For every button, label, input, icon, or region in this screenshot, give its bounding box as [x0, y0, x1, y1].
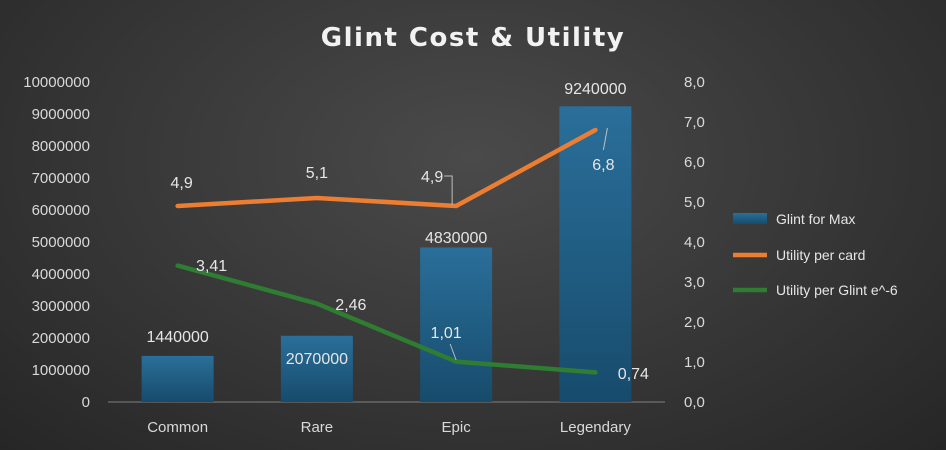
y2-tick-label: 8,0: [684, 74, 705, 91]
y2-tick-label: 6,0: [684, 154, 705, 171]
x-tick-label: Rare: [301, 419, 334, 436]
y-tick-label: 1000000: [32, 362, 90, 379]
line-data-label: 1,01: [431, 325, 462, 342]
y-tick-label: 9000000: [32, 106, 90, 123]
y-tick-label: 2000000: [32, 330, 90, 347]
leader-line: [602, 127, 608, 151]
line-data-label: 2,46: [335, 297, 366, 314]
legend-label: Utility per card: [776, 247, 865, 263]
bar: [141, 355, 214, 402]
data-labels: 1440000 2070000 4830000 9240000 4,9 5,1 4,9 6,8…: [146, 81, 649, 383]
y-tick-label: 3000000: [32, 298, 90, 315]
bar: [280, 335, 353, 402]
chart-title: Glint Cost & Utility: [321, 23, 625, 53]
line-data-label: 5,1: [306, 165, 328, 182]
legend-label: Glint for Max: [776, 211, 855, 227]
y-tick-label: 6000000: [32, 202, 90, 219]
y2-tick-label: 5,0: [684, 194, 705, 211]
legend: Glint for Max Utility per card Utility per…: [733, 211, 898, 298]
bar: [559, 106, 632, 402]
line-path: [175, 127, 598, 209]
leader-line: [444, 175, 453, 205]
x-tick-label: Legendary: [560, 419, 631, 436]
line-data-label: 3,41: [196, 258, 227, 275]
secondary-y-axis: 0,0 1,0 2,0 3,0 4,0 5,0 6,0 7,0 8,0: [684, 74, 705, 411]
y-tick-label: 0: [82, 394, 90, 411]
y2-tick-label: 2,0: [684, 314, 705, 331]
line-data-label: 4,9: [421, 169, 443, 186]
line-data-label: 6,8: [592, 157, 614, 174]
bar: [420, 247, 493, 402]
bar-data-label: 1440000: [146, 329, 208, 346]
line-series: [175, 127, 598, 375]
line-data-label: 4,9: [171, 175, 193, 192]
y2-tick-label: 7,0: [684, 114, 705, 131]
y-tick-label: 5000000: [32, 234, 90, 251]
y2-tick-label: 3,0: [684, 274, 705, 291]
y-tick-label: 7000000: [32, 170, 90, 187]
bar-data-label: 4830000: [425, 230, 487, 247]
legend-swatch: [733, 213, 767, 224]
line-data-label: 0,74: [618, 366, 649, 383]
y2-tick-label: 4,0: [684, 234, 705, 251]
x-axis: Common Rare Epic Legendary: [108, 401, 665, 436]
line-path: [175, 263, 598, 375]
bar-data-label: 9240000: [564, 81, 626, 98]
primary-y-axis: 0 1000000 2000000 3000000 4000000 5000000 6000…: [23, 74, 90, 411]
y-tick-label: 10000000: [23, 74, 90, 91]
leader-line: [449, 343, 457, 361]
y2-tick-label: 0,0: [684, 394, 705, 411]
y2-tick-label: 1,0: [684, 354, 705, 371]
bar-data-label: 2070000: [286, 351, 348, 368]
legend-label: Utility per Glint e^-6: [776, 282, 898, 298]
bar-series: [141, 106, 632, 402]
y-tick-label: 4000000: [32, 266, 90, 283]
x-tick-label: Common: [147, 419, 208, 436]
y-tick-label: 8000000: [32, 138, 90, 155]
x-tick-label: Epic: [442, 419, 472, 436]
